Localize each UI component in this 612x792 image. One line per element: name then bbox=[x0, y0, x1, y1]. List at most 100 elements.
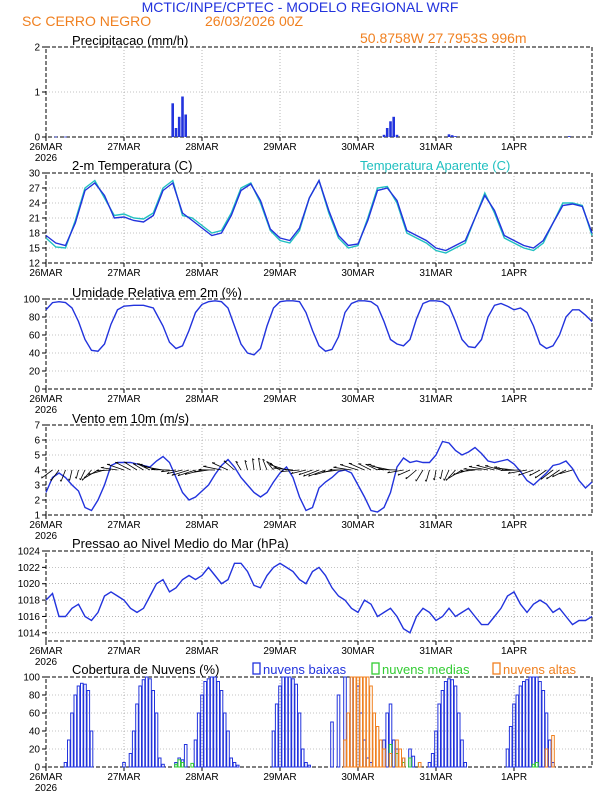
wind-arrow-head bbox=[262, 458, 265, 461]
wind-arrow-head bbox=[559, 472, 562, 475]
clouds-bar-0 bbox=[440, 690, 445, 768]
clouds-bar-0 bbox=[434, 730, 438, 768]
clouds-bar-0 bbox=[203, 681, 207, 768]
wind-arrow-head bbox=[235, 460, 239, 463]
wind-arrow bbox=[184, 469, 203, 475]
humid-xlabel: 1APR bbox=[501, 394, 527, 405]
clouds-bar-0 bbox=[83, 683, 87, 768]
wind-panel: 26MAR 27MAR 28MAR 29MAR 30MAR 31MAR 1APR 2026 1 2… bbox=[29, 421, 593, 542]
wind-arrow bbox=[223, 460, 235, 471]
wind-arrow bbox=[203, 465, 222, 471]
precip-bar-0 bbox=[450, 135, 454, 137]
wind-arrow-head bbox=[100, 466, 104, 468]
wind-arrow bbox=[106, 463, 125, 471]
humid-ylabel: 80 bbox=[29, 313, 41, 324]
clouds-bar-2 bbox=[398, 748, 402, 768]
clouds-bar-2 bbox=[343, 739, 347, 768]
wind-arrow bbox=[252, 458, 255, 471]
humid-panel: 26MAR 27MAR 28MAR 29MAR 30MAR 31MAR 1APR 2026 0 2… bbox=[23, 295, 593, 416]
clouds-bar-0 bbox=[528, 676, 533, 768]
clouds-bar-0 bbox=[73, 694, 78, 768]
clouds-bar-2 bbox=[346, 712, 350, 768]
wind-arrow bbox=[69, 469, 73, 481]
clouds-bar-0 bbox=[535, 676, 539, 768]
wind-arrow bbox=[365, 463, 378, 471]
wind-arrow bbox=[132, 463, 144, 471]
legend-high-label: nuvens altas bbox=[503, 662, 576, 677]
clouds-bar-0 bbox=[515, 694, 520, 768]
temp-xlabel: 28MAR bbox=[185, 268, 218, 279]
clouds-bar-0 bbox=[232, 762, 237, 768]
clouds-xlabel: 1APR bbox=[501, 772, 527, 783]
wind-arrow bbox=[440, 469, 443, 479]
clouds-xlabel: 30MAR bbox=[341, 772, 374, 783]
humid-xlabel: 31MAR bbox=[419, 394, 452, 405]
wind-arrow-head bbox=[424, 479, 427, 482]
wind-arrow-head bbox=[68, 478, 70, 481]
wind-arrow-head bbox=[534, 476, 537, 479]
wind-arrow bbox=[540, 469, 554, 480]
wind-arrow-head bbox=[266, 461, 270, 463]
clouds-bar-0 bbox=[307, 764, 311, 768]
temp-series-0 bbox=[45, 178, 593, 254]
clouds-year-label: 2026 bbox=[35, 783, 58, 792]
press-ylabel: 1018 bbox=[18, 596, 41, 607]
cloud-legend: nuvens baixas nuvens medias nuvens altas bbox=[252, 662, 576, 677]
wind-arrow bbox=[96, 469, 112, 472]
wind-arrow bbox=[529, 469, 541, 476]
clouds-bar-0 bbox=[154, 712, 159, 768]
wind-arrow-head bbox=[453, 473, 456, 476]
precip-xlabel: 29MAR bbox=[263, 142, 296, 153]
clouds-bar-1 bbox=[177, 759, 181, 768]
clouds-bar-0 bbox=[151, 690, 155, 768]
wind-arrow bbox=[405, 469, 417, 480]
wind-arrow bbox=[211, 462, 229, 471]
clouds-bar-2 bbox=[401, 757, 406, 768]
wind-ylabel: 4 bbox=[34, 466, 40, 477]
wind-arrow-head bbox=[303, 474, 306, 477]
clouds-bar-2 bbox=[372, 712, 376, 768]
wind-arrow-head bbox=[322, 470, 326, 473]
precip-bar-0 bbox=[454, 136, 457, 137]
clouds-bar-0 bbox=[278, 685, 282, 768]
wind-arrow-head bbox=[518, 473, 521, 476]
clouds-xlabel: 27MAR bbox=[107, 772, 140, 783]
temp-xlabel: 27MAR bbox=[107, 268, 140, 279]
wind-arrow bbox=[508, 469, 528, 474]
wind-arrow-head bbox=[88, 472, 91, 475]
wind-arrow bbox=[82, 469, 92, 481]
clouds-ylabel: 0 bbox=[34, 763, 40, 774]
clouds-bar-0 bbox=[138, 685, 142, 768]
clouds-bar-0 bbox=[70, 712, 74, 768]
clouds-panel: 26MAR 27MAR 28MAR 29MAR 30MAR 31MAR 1APR 2026 0 2… bbox=[23, 673, 593, 792]
wind-arrow-head bbox=[507, 471, 511, 474]
wind-arrow-head bbox=[79, 478, 81, 481]
wind-arrow bbox=[166, 469, 183, 475]
wind-arrow bbox=[377, 469, 398, 471]
precip-xlabel: 31MAR bbox=[419, 142, 452, 153]
legend-mid-label: nuvens medias bbox=[382, 662, 470, 677]
temp-ylabel: 12 bbox=[29, 259, 41, 270]
clouds-bar-0 bbox=[86, 690, 91, 768]
clouds-bar-0 bbox=[548, 739, 552, 768]
clouds-bar-0 bbox=[235, 764, 240, 768]
wind-arrow-head bbox=[443, 478, 445, 481]
wind-arrow bbox=[171, 469, 190, 476]
wind-xlabel: 29MAR bbox=[263, 520, 296, 531]
legend-mid-swatch bbox=[371, 662, 380, 675]
press-ylabel: 1016 bbox=[18, 612, 41, 623]
wind-arrow bbox=[79, 469, 86, 481]
clouds-bar-2 bbox=[551, 735, 555, 768]
wind-arrow bbox=[262, 458, 268, 471]
clouds-bar-0 bbox=[336, 694, 341, 768]
clouds-bar-0 bbox=[304, 762, 308, 768]
precip-bar-0 bbox=[447, 134, 451, 137]
wind-arrow-head bbox=[308, 474, 311, 477]
clouds-bar-0 bbox=[541, 690, 546, 768]
precip-xlabel: 27MAR bbox=[107, 142, 140, 153]
clouds-bar-0 bbox=[274, 703, 279, 768]
wind-arrow bbox=[266, 461, 274, 471]
press-frame bbox=[45, 550, 593, 642]
temp-ylabel: 24 bbox=[29, 199, 41, 210]
precip-xlabel: 30MAR bbox=[341, 142, 374, 153]
